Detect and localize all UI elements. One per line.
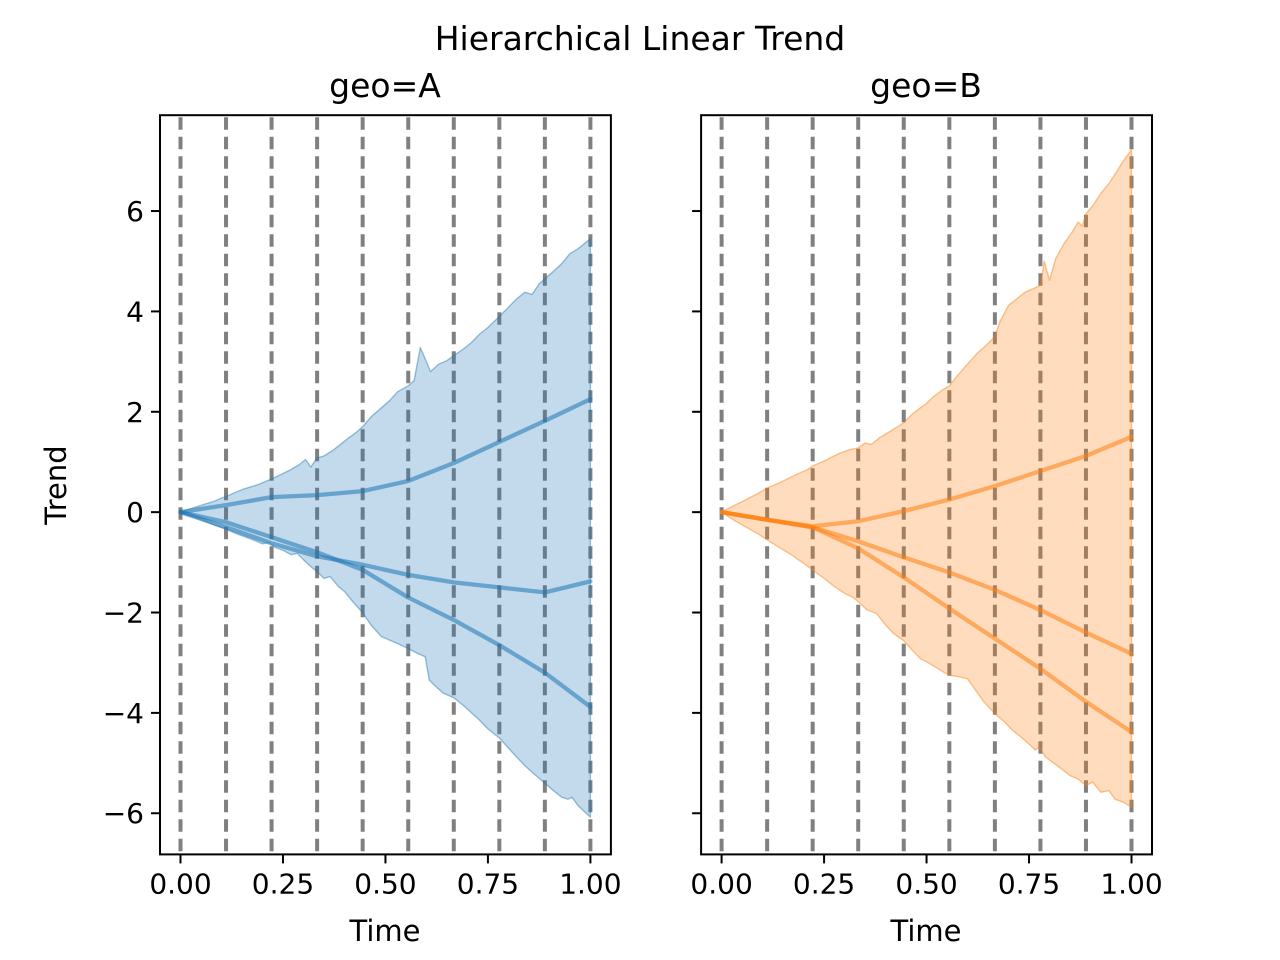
x-axis-ticks: 0.00 0.25 0.50 0.75 1.00 xyxy=(149,854,622,900)
x-tick-label: 0.75 xyxy=(998,867,1060,900)
changepoint-gridlines xyxy=(719,117,1134,853)
x-tick-label: 1.00 xyxy=(1100,867,1162,900)
y-tick-label: 0 xyxy=(126,496,144,529)
uncertainty-band xyxy=(720,149,1133,808)
y-axis-ticks: −6 −4 −2 0 2 4 6 xyxy=(103,195,160,830)
y-tick-label: −6 xyxy=(103,797,144,830)
y-tick-label: −2 xyxy=(103,597,144,630)
x-tick-label: 0.00 xyxy=(690,867,752,900)
x-tick-label: 0.50 xyxy=(895,867,957,900)
x-tick-label: 0.25 xyxy=(252,867,314,900)
x-axis-label-geo-a: Time xyxy=(349,914,421,948)
uncertainty-band xyxy=(179,237,592,818)
y-axis-ticks xyxy=(692,210,702,815)
x-axis-label-geo-b: Time xyxy=(890,914,962,948)
subplot-geo-a: 0.00 0.25 0.50 0.75 1.00 −6 −4 −2 0 2 4 6 xyxy=(103,114,622,900)
trend-lines xyxy=(178,397,593,710)
trend-lines xyxy=(719,434,1134,735)
x-axis-ticks: 0.00 0.25 0.50 0.75 1.00 xyxy=(690,854,1163,900)
trend-line-draw-3 xyxy=(178,509,593,710)
trend-line-draw-2 xyxy=(178,509,593,595)
y-tick-label: 4 xyxy=(126,295,144,328)
y-tick-label: 6 xyxy=(126,195,144,228)
subplot-geo-b: 0.00 0.25 0.50 0.75 1.00 xyxy=(690,114,1163,900)
x-tick-label: 1.00 xyxy=(559,867,621,900)
trend-line-draw-3 xyxy=(719,509,1134,735)
trend-line-draw-1 xyxy=(178,397,593,515)
x-tick-label: 0.50 xyxy=(354,867,416,900)
y-axis-label: Trend xyxy=(39,445,73,525)
y-tick-label: −4 xyxy=(103,697,144,730)
y-tick-label: 2 xyxy=(126,396,144,429)
subplot-title-geo-b: geo=B xyxy=(870,66,982,105)
x-tick-label: 0.25 xyxy=(793,867,855,900)
x-tick-label: 0.75 xyxy=(457,867,519,900)
changepoint-gridlines xyxy=(178,117,593,853)
figure-suptitle: Hierarchical Linear Trend xyxy=(435,19,846,58)
subplot-title-geo-a: geo=A xyxy=(329,66,441,105)
x-tick-label: 0.00 xyxy=(149,867,211,900)
